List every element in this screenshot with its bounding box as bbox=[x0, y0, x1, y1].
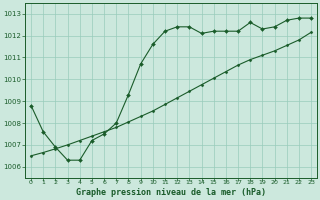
X-axis label: Graphe pression niveau de la mer (hPa): Graphe pression niveau de la mer (hPa) bbox=[76, 188, 266, 197]
